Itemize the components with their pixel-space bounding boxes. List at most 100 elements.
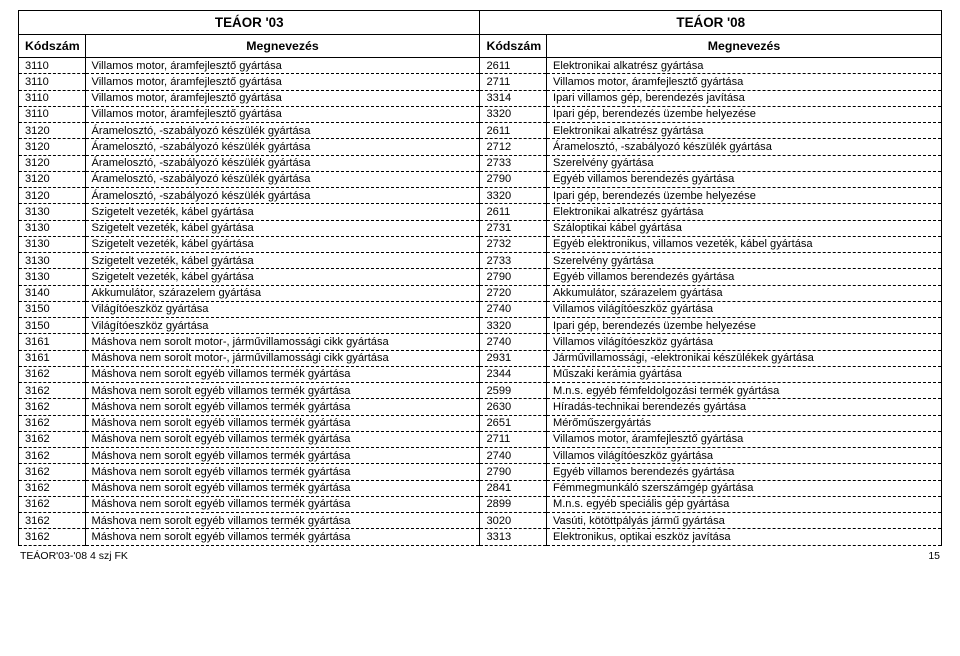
cell-c2: 2931 — [480, 350, 547, 366]
cell-c2: 2899 — [480, 496, 547, 512]
cell-m1: Máshova nem sorolt egyéb villamos termék… — [85, 496, 480, 512]
cell-m1: Máshova nem sorolt motor-, járművillamos… — [85, 350, 480, 366]
cell-c2: 2731 — [480, 220, 547, 236]
cell-m1: Világítóeszköz gyártása — [85, 318, 480, 334]
table-row: 3110Villamos motor, áramfejlesztő gyártá… — [19, 58, 942, 74]
cell-m1: Máshova nem sorolt egyéb villamos termék… — [85, 399, 480, 415]
cell-m1: Szigetelt vezeték, kábel gyártása — [85, 204, 480, 220]
table-row: 3110 Villamos motor, áramfejlesztő gyártá… — [19, 74, 942, 90]
cell-c2: 3320 — [480, 188, 547, 204]
cell-c1: 3120 — [19, 155, 86, 171]
cell-c1: 3130 — [19, 269, 86, 285]
table-row: 3130Szigetelt vezeték, kábel gyártása273… — [19, 220, 942, 236]
cell-c1: 3110 — [19, 90, 86, 106]
cell-m2: Szerelvény gyártása — [546, 253, 941, 269]
table-row: 3161Máshova nem sorolt motor-, járművill… — [19, 350, 942, 366]
cell-m2: M.n.s. egyéb speciális gép gyártása — [546, 496, 941, 512]
cell-c1: 3162 — [19, 448, 86, 464]
table-row: 3162Máshova nem sorolt egyéb villamos te… — [19, 399, 942, 415]
cell-m2: Ipari gép, berendezés üzembe helyezése — [546, 106, 941, 122]
cell-m1: Akkumulátor, szárazelem gyártása — [85, 285, 480, 301]
cell-c2: 2733 — [480, 155, 547, 171]
cell-m2: M.n.s. egyéb fémfeldolgozási termék gyár… — [546, 383, 941, 399]
cell-c2: 2344 — [480, 366, 547, 382]
cell-c2: 2711 — [480, 74, 547, 90]
cell-c2: 3313 — [480, 529, 547, 545]
cell-c1: 3120 — [19, 188, 86, 204]
cell-c1: 3162 — [19, 399, 86, 415]
cell-m2: Villamos motor, áramfejlesztő gyártása — [546, 74, 941, 90]
cell-c2: 2611 — [480, 123, 547, 139]
cell-c1: 3161 — [19, 350, 86, 366]
cell-c1: 3162 — [19, 529, 86, 545]
cell-m2: Vasúti, kötöttpályás jármű gyártása — [546, 513, 941, 529]
cell-c1: 3162 — [19, 464, 86, 480]
table-row: 3162Máshova nem sorolt egyéb villamos te… — [19, 513, 942, 529]
cell-m1: Áramelosztó, -szabályozó készülék gyártá… — [85, 188, 480, 204]
cell-m1: Áramelosztó, -szabályozó készülék gyártá… — [85, 123, 480, 139]
cell-c1: 3130 — [19, 220, 86, 236]
table-row: 3162Máshova nem sorolt egyéb villamos te… — [19, 431, 942, 447]
cell-c2: 2740 — [480, 301, 547, 317]
header-left: TEÁOR '03 — [19, 11, 480, 35]
correspondence-table: TEÁOR '03 TEÁOR '08 Kódszám Megnevezés K… — [18, 10, 942, 546]
cell-m1: Áramelosztó, -szabályozó készülék gyártá… — [85, 155, 480, 171]
cell-c2: 2732 — [480, 236, 547, 252]
cell-c2: 2740 — [480, 448, 547, 464]
cell-c2: 2790 — [480, 464, 547, 480]
cell-c1: 3162 — [19, 415, 86, 431]
cell-m2: Elektronikai alkatrész gyártása — [546, 204, 941, 220]
cell-m2: Járművillamossági, -elektronikai készülé… — [546, 350, 941, 366]
cell-c1: 3150 — [19, 318, 86, 334]
cell-m1: Máshova nem sorolt egyéb villamos termék… — [85, 431, 480, 447]
cell-m1: Máshova nem sorolt egyéb villamos termék… — [85, 366, 480, 382]
table-row: 3161Máshova nem sorolt motor-, járművill… — [19, 334, 942, 350]
cell-c2: 2740 — [480, 334, 547, 350]
cell-m2: Szerelvény gyártása — [546, 155, 941, 171]
footer-left: TEÁOR'03-'08 4 szj FK — [20, 550, 128, 562]
cell-c2: 2720 — [480, 285, 547, 301]
cell-c1: 3162 — [19, 480, 86, 496]
cell-m1: Szigetelt vezeték, kábel gyártása — [85, 236, 480, 252]
cell-m2: Elektronikai alkatrész gyártása — [546, 58, 941, 74]
cell-m2: Egyéb villamos berendezés gyártása — [546, 171, 941, 187]
table-row: 3162Máshova nem sorolt egyéb villamos te… — [19, 496, 942, 512]
cell-c2: 2733 — [480, 253, 547, 269]
cell-m2: Egyéb villamos berendezés gyártása — [546, 464, 941, 480]
cell-c2: 2599 — [480, 383, 547, 399]
cell-m2: Ipari gép, berendezés üzembe helyezése — [546, 188, 941, 204]
table-row: 3162Máshova nem sorolt egyéb villamos te… — [19, 448, 942, 464]
header-right: TEÁOR '08 — [480, 11, 942, 35]
cell-m2: Ipari villamos gép, berendezés javítása — [546, 90, 941, 106]
cell-m2: Híradás-technikai berendezés gyártása — [546, 399, 941, 415]
cell-m2: Áramelosztó, -szabályozó készülék gyártá… — [546, 139, 941, 155]
cell-m2: Mérőműszergyártás — [546, 415, 941, 431]
cell-m1: Máshova nem sorolt egyéb villamos termék… — [85, 415, 480, 431]
cell-c2: 3020 — [480, 513, 547, 529]
cell-m2: Műszaki kerámia gyártása — [546, 366, 941, 382]
cell-c1: 3140 — [19, 285, 86, 301]
col-kodszam-2: Kódszám — [480, 35, 547, 58]
table-row: 3162Máshova nem sorolt egyéb villamos te… — [19, 415, 942, 431]
table-row: 3162Máshova nem sorolt egyéb villamos te… — [19, 480, 942, 496]
cell-m2: Ipari gép, berendezés üzembe helyezése — [546, 318, 941, 334]
footer-right: 15 — [928, 550, 940, 562]
cell-c1: 3110 — [19, 74, 86, 90]
cell-c1: 3161 — [19, 334, 86, 350]
cell-m1: Máshova nem sorolt egyéb villamos termék… — [85, 513, 480, 529]
cell-c2: 3314 — [480, 90, 547, 106]
table-row: 3120Áramelosztó, -szabályozó készülék gy… — [19, 171, 942, 187]
cell-c1: 3162 — [19, 383, 86, 399]
table-header: TEÁOR '03 TEÁOR '08 Kódszám Megnevezés K… — [19, 11, 942, 58]
cell-c2: 2790 — [480, 171, 547, 187]
cell-c2: 2841 — [480, 480, 547, 496]
table-row: 3162Máshova nem sorolt egyéb villamos te… — [19, 529, 942, 545]
table-row: 3120Áramelosztó, -szabályozó készülék gy… — [19, 139, 942, 155]
table-row: 3150Világítóeszköz gyártása2740Villamos … — [19, 301, 942, 317]
cell-m1: Máshova nem sorolt egyéb villamos termék… — [85, 480, 480, 496]
cell-m1: Máshova nem sorolt egyéb villamos termék… — [85, 448, 480, 464]
cell-c1: 3110 — [19, 58, 86, 74]
cell-m2: Száloptikai kábel gyártása — [546, 220, 941, 236]
cell-m1: Máshova nem sorolt motor-, járművillamos… — [85, 334, 480, 350]
page-footer: TEÁOR'03-'08 4 szj FK 15 — [18, 550, 942, 562]
